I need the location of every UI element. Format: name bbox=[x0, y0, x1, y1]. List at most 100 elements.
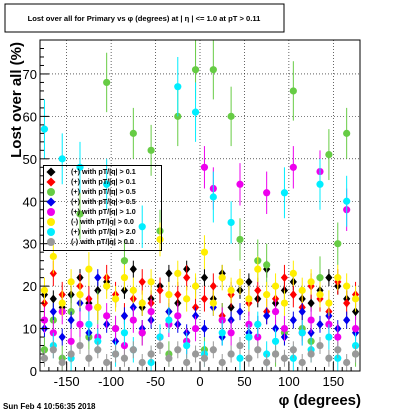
data-point bbox=[263, 311, 271, 321]
data-point bbox=[254, 265, 262, 273]
data-point bbox=[236, 354, 244, 362]
x-tick-label: -150 bbox=[54, 374, 80, 389]
data-point bbox=[209, 299, 217, 307]
data-point bbox=[280, 299, 289, 307]
data-point bbox=[40, 354, 49, 362]
data-point bbox=[263, 358, 271, 367]
data-point bbox=[227, 329, 235, 337]
data-point bbox=[120, 274, 129, 282]
data-point bbox=[289, 290, 297, 300]
data-point bbox=[165, 316, 173, 324]
data-point bbox=[263, 261, 271, 269]
data-point bbox=[254, 320, 262, 328]
data-point bbox=[351, 324, 360, 333]
data-point bbox=[236, 278, 244, 286]
legend-entry: (+) with pT/|q| > 2.0 bbox=[44, 227, 161, 237]
legend-marker-icon bbox=[47, 238, 55, 246]
data-point bbox=[67, 350, 75, 358]
data-point bbox=[218, 274, 226, 282]
data-point bbox=[307, 298, 315, 308]
data-point bbox=[263, 189, 271, 197]
data-point bbox=[103, 78, 111, 87]
data-point bbox=[40, 125, 49, 133]
legend-label: (+) with pT/|q| > 1.0 bbox=[71, 207, 136, 216]
data-point bbox=[40, 316, 49, 324]
data-point bbox=[343, 298, 351, 308]
legend-entry: (-) with pT/|q| > 0.0 bbox=[44, 237, 161, 247]
axes: -150 -100 -50 0 50 100 150 0 10 20 30 40 50 60 70 bbox=[23, 39, 361, 389]
x-tick-label: -50 bbox=[146, 374, 165, 389]
data-point bbox=[334, 274, 342, 282]
data-point bbox=[280, 324, 289, 333]
data-point bbox=[298, 307, 306, 316]
data-point bbox=[58, 299, 66, 307]
data-point bbox=[307, 316, 315, 324]
data-point bbox=[334, 346, 342, 354]
legend-marker-icon bbox=[47, 188, 55, 196]
grid bbox=[40, 40, 360, 371]
legend-label: (-) with pT/|q| > 0.0 bbox=[71, 217, 134, 226]
chart-title-box: Lost over all for Primary vs φ (degrees)… bbox=[4, 3, 285, 33]
data-point bbox=[67, 337, 75, 345]
data-point bbox=[147, 146, 155, 154]
data-point bbox=[263, 291, 271, 299]
data-point bbox=[103, 180, 111, 188]
data-point bbox=[111, 350, 120, 358]
data-point bbox=[191, 66, 200, 74]
data-point bbox=[183, 273, 191, 283]
series-7 bbox=[40, 337, 360, 371]
data-point bbox=[103, 282, 111, 290]
data-point bbox=[85, 265, 93, 273]
data-point bbox=[191, 324, 200, 333]
data-point bbox=[76, 341, 84, 350]
data-point bbox=[236, 341, 244, 350]
data-point bbox=[156, 285, 164, 295]
data-point bbox=[218, 329, 226, 337]
legend-marker-icon bbox=[47, 208, 55, 216]
y-tick-label: 30 bbox=[23, 237, 37, 252]
data-point bbox=[191, 282, 200, 290]
data-point bbox=[138, 358, 146, 367]
data-point bbox=[307, 350, 315, 358]
data-point bbox=[40, 286, 49, 294]
data-point bbox=[49, 307, 57, 316]
data-point bbox=[129, 264, 137, 274]
data-point bbox=[280, 273, 289, 283]
data-point bbox=[147, 278, 155, 286]
data-point bbox=[103, 312, 111, 320]
data-point bbox=[325, 150, 333, 159]
data-point bbox=[120, 257, 129, 265]
legend-label: (+) with pT/|q| > 0.1 bbox=[71, 167, 136, 176]
data-point bbox=[94, 273, 102, 283]
data-point bbox=[298, 329, 306, 337]
data-point bbox=[58, 358, 66, 367]
y-tick-label: 70 bbox=[23, 67, 37, 82]
data-point bbox=[129, 129, 137, 137]
legend-label: (+) with pT/|q| > 2.0 bbox=[71, 227, 136, 236]
data-point bbox=[200, 248, 209, 256]
data-point bbox=[334, 240, 342, 248]
data-point bbox=[138, 277, 146, 287]
data-point bbox=[316, 291, 324, 299]
x-tick-label: 50 bbox=[237, 374, 251, 389]
data-point bbox=[191, 108, 200, 116]
data-point bbox=[165, 268, 173, 278]
data-point bbox=[200, 324, 209, 333]
timestamp-footer: Sun Feb 4 10:56:35 2018 bbox=[3, 402, 96, 411]
data-point bbox=[307, 278, 315, 286]
data-point bbox=[165, 354, 173, 362]
legend-label: (+) with pT/|q| > 0.5 bbox=[71, 187, 136, 196]
legend-entry: (+) with pT/|q| > 0.5 bbox=[44, 187, 161, 197]
data-point bbox=[236, 180, 244, 188]
data-point bbox=[85, 303, 93, 311]
data-point bbox=[138, 299, 146, 307]
data-point bbox=[289, 346, 297, 354]
data-point bbox=[271, 307, 280, 316]
legend-entry: (+) with pT/|q| > 0.1 bbox=[44, 167, 161, 177]
data-point bbox=[227, 218, 235, 227]
data-point bbox=[271, 282, 280, 290]
data-point bbox=[209, 281, 217, 291]
data-point bbox=[316, 180, 324, 188]
data-point bbox=[183, 341, 191, 350]
data-point bbox=[343, 315, 351, 325]
